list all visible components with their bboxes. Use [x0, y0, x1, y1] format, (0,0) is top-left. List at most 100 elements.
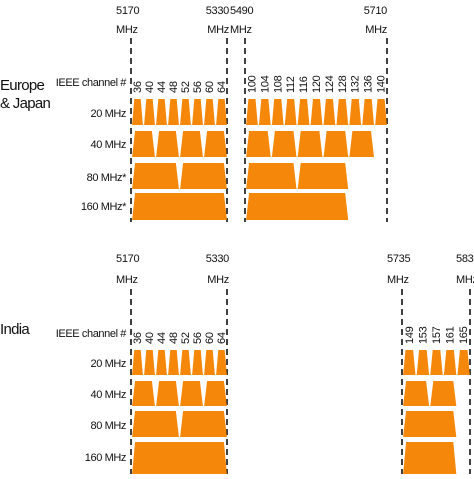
- channel-number: 161: [445, 326, 457, 344]
- channel-number: 149: [404, 326, 416, 344]
- band-start-frequency: 5735: [387, 253, 410, 265]
- channel-number: 140: [376, 75, 388, 93]
- channel-block-80mhz: [403, 411, 457, 437]
- channel-block-20mhz: [403, 350, 416, 375]
- channel-block-20mhz: [132, 99, 143, 125]
- band-end-unit: MHz: [456, 274, 474, 286]
- channel-block-80mhz: [132, 163, 179, 189]
- channel-number: 153: [417, 326, 429, 344]
- channel-block-20mhz: [156, 99, 167, 125]
- band-start-frequency: 5490: [230, 5, 253, 17]
- channel-block-160mhz: [246, 193, 349, 220]
- channel-block-80mhz: [132, 411, 179, 437]
- channel-block-40mhz: [156, 131, 179, 157]
- channel-block-20mhz: [180, 99, 191, 125]
- channel-block-20mhz: [144, 350, 155, 375]
- channel-block-80mhz: [246, 163, 297, 189]
- channel-number: 56: [192, 81, 204, 93]
- channel-block-20mhz: [156, 350, 167, 375]
- channel-block-40mhz: [180, 131, 203, 157]
- region-label: & Japan: [0, 95, 50, 112]
- channel-block-20mhz: [192, 99, 203, 125]
- channel-block-160mhz: [132, 193, 227, 220]
- channel-block-40mhz: [156, 381, 179, 406]
- channel-block-80mhz: [180, 411, 227, 437]
- channel-number: 136: [363, 75, 375, 93]
- channel-number-row-label: IEEE channel #: [56, 328, 128, 340]
- bandwidth-row-label: 20 MHz: [91, 358, 127, 370]
- bandwidth-row-label: 40 MHz: [91, 139, 127, 151]
- channel-block-40mhz: [204, 131, 227, 157]
- band-start-unit: MHz: [230, 24, 252, 36]
- channel-block-20mhz: [457, 350, 470, 375]
- channel-number: 124: [324, 75, 336, 93]
- band-end-unit: MHz: [207, 24, 229, 36]
- band-start-unit: MHz: [116, 24, 138, 36]
- band-start-unit: MHz: [387, 274, 409, 286]
- channel-block-20mhz: [310, 99, 323, 125]
- channel-number: 112: [285, 76, 297, 93]
- channel-number: 165: [458, 326, 470, 344]
- channel-block-20mhz: [168, 350, 179, 375]
- channel-number: 48: [168, 332, 180, 344]
- channel-block-40mhz: [132, 381, 155, 406]
- channel-block-40mhz: [297, 131, 323, 157]
- channel-number: 36: [132, 332, 144, 344]
- channel-block-40mhz: [246, 131, 271, 157]
- band-end-unit: MHz: [365, 24, 387, 36]
- channel-block-20mhz: [144, 99, 155, 125]
- channel-block-80mhz: [297, 163, 349, 189]
- channel-block-20mhz: [336, 99, 349, 125]
- bandwidth-row-label: 160 MHz*: [81, 201, 127, 213]
- region-label: India: [0, 321, 30, 338]
- channel-block-80mhz: [403, 442, 457, 474]
- band-end-frequency: 5835: [456, 253, 474, 265]
- channel-number: 100: [246, 75, 258, 93]
- bandwidth-row-label: 40 MHz: [91, 389, 127, 401]
- channel-block-20mhz: [192, 350, 203, 375]
- band-end-unit: MHz: [207, 274, 229, 286]
- channel-block-20mhz: [349, 99, 362, 125]
- channel-number: 44: [156, 332, 168, 344]
- channel-block-20mhz: [284, 99, 297, 125]
- bandwidth-row-label: 80 MHz: [91, 420, 127, 432]
- region-label: Europe: [0, 77, 45, 94]
- channel-block-20mhz: [204, 350, 215, 375]
- channel-block-20mhz: [204, 99, 215, 125]
- channel-number: 40: [144, 332, 156, 344]
- channel-number: 40: [144, 81, 156, 93]
- channel-number-row-label: IEEE channel #: [56, 77, 128, 89]
- channel-number: 60: [204, 81, 216, 93]
- channel-block-20mhz: [323, 99, 336, 125]
- band-end-frequency: 5330: [206, 253, 229, 265]
- bandwidth-row-label: 160 MHz: [85, 452, 126, 464]
- channel-block-40mhz: [180, 381, 203, 406]
- channel-block-40mhz: [204, 381, 227, 406]
- channel-block-20mhz: [375, 99, 387, 125]
- channel-block-20mhz: [430, 350, 443, 375]
- channel-block-20mhz: [271, 99, 284, 125]
- channel-number: 104: [259, 75, 271, 93]
- band-start-unit: MHz: [116, 274, 138, 286]
- channel-number: 52: [180, 81, 192, 93]
- channel-block-40mhz: [430, 381, 457, 406]
- channel-block-80mhz: [180, 163, 227, 189]
- channel-number: 44: [156, 81, 168, 93]
- band-start-frequency: 5170: [116, 5, 139, 17]
- channel-number: 108: [272, 75, 284, 93]
- channel-block-20mhz: [168, 99, 179, 125]
- channel-block-40mhz: [323, 131, 349, 157]
- channel-block-20mhz: [132, 350, 143, 375]
- channel-number: 64: [216, 81, 228, 93]
- channel-number: 157: [431, 326, 443, 344]
- channel-block-40mhz: [349, 131, 374, 157]
- band-end-frequency: 5710: [364, 5, 387, 17]
- channel-block-160mhz: [132, 442, 227, 474]
- band-start-frequency: 5170: [116, 253, 139, 265]
- channel-number: 52: [180, 332, 192, 344]
- channel-block-20mhz: [246, 99, 258, 125]
- channel-block-20mhz: [443, 350, 457, 375]
- channel-number: 132: [350, 75, 362, 93]
- bandwidth-row-label: 20 MHz: [91, 108, 127, 120]
